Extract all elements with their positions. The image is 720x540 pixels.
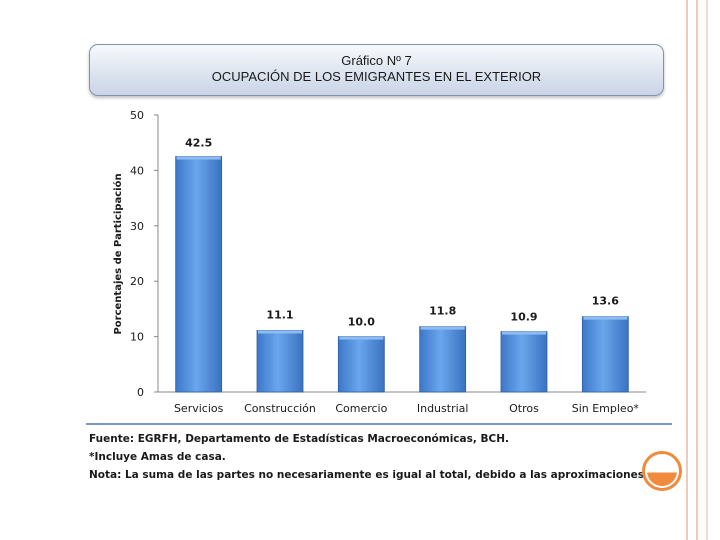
y-tick-label: 0: [137, 386, 144, 399]
y-tick-label: 20: [130, 275, 144, 288]
decorative-border: [686, 0, 698, 540]
bar-4: [419, 326, 467, 393]
y-tick-label: 40: [130, 164, 144, 177]
bar-6: [581, 316, 629, 393]
data-label: 10.9: [510, 311, 537, 324]
chart-title-line2: OCUPACIÓN DE LOS EMIGRANTES EN EL EXTERI…: [211, 69, 542, 84]
x-tick-label: Servicios: [174, 402, 224, 415]
chart-title-line1: Gráfico Nº 7: [341, 53, 412, 68]
remark-note: Nota: La suma de las partes no necesaria…: [89, 469, 648, 481]
y-tick-label: 30: [130, 220, 144, 233]
bar-2: [256, 330, 304, 393]
data-label: 11.1: [266, 309, 293, 322]
bar-top-highlight: [339, 336, 384, 340]
x-tick-label: Sin Empleo*: [572, 402, 640, 415]
x-tick-label: Comercio: [335, 402, 387, 415]
decorative-border-inner: [706, 0, 710, 540]
data-label: 42.5: [185, 137, 212, 150]
bar-top-highlight: [176, 156, 221, 160]
decorative-circle-icon: [642, 451, 682, 491]
bar-top-highlight: [583, 316, 628, 320]
bar-5: [500, 331, 548, 393]
footnote: *Incluye Amas de casa.: [89, 451, 226, 463]
data-label: 10.0: [348, 316, 375, 329]
source-note: Fuente: EGRFH, Departamento de Estadísti…: [89, 433, 509, 445]
bar-top-highlight: [258, 330, 302, 334]
data-label: 11.8: [429, 305, 456, 318]
x-tick-label: Otros: [509, 402, 539, 415]
x-tick-label: Construcción: [244, 402, 316, 415]
footer-divider: [86, 423, 672, 425]
bar-top-highlight: [420, 326, 465, 330]
data-label: 13.6: [592, 295, 619, 308]
bar-top-highlight: [502, 331, 546, 335]
bar-1: [175, 156, 223, 393]
y-tick-label: 10: [130, 331, 144, 344]
bar-3: [337, 336, 385, 393]
y-tick-label: 50: [130, 109, 144, 122]
x-tick-label: Industrial: [417, 402, 469, 415]
chart-title-box: Gráfico Nº 7 OCUPACIÓN DE LOS EMIGRANTES…: [89, 44, 664, 96]
notes-block: Fuente: EGRFH, Departamento de Estadísti…: [89, 430, 648, 484]
y-axis-title: Porcentajes de Participación: [112, 173, 124, 334]
